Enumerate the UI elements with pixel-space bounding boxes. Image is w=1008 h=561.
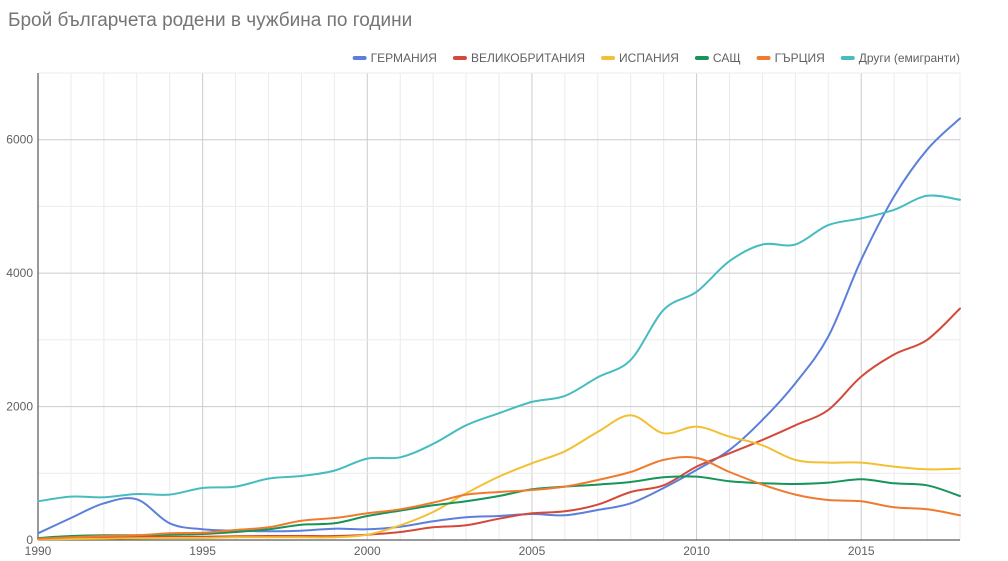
x-tick-label: 1995: [189, 544, 216, 558]
series-line-5: [37, 456, 961, 540]
legend: ГЕРМАНИЯ ВЕЛИКОБРИТАНИЯ ИСПАНИЯ САЩ ГЪРЦИЯ Др…: [352, 51, 960, 65]
y-tick-label: 0: [26, 533, 33, 547]
y-tick-label: 2000: [6, 400, 33, 414]
x-tick-label: 2005: [519, 544, 546, 558]
legend-item-2[interactable]: ВЕЛИКОБРИТАНИЯ: [452, 51, 585, 65]
legend-label: Други (емигранти): [859, 51, 960, 65]
legend-label: ГЪРЦИЯ: [775, 51, 825, 65]
legend-item-5[interactable]: ГЪРЦИЯ: [756, 51, 825, 65]
series-line-2: [37, 307, 961, 540]
x-tick-label: 2000: [354, 544, 381, 558]
legend-item-1[interactable]: ГЕРМАНИЯ: [352, 51, 437, 65]
series-line-4: [37, 475, 961, 539]
x-tick-label: 1990: [25, 544, 52, 558]
x-tick-label: 2010: [683, 544, 710, 558]
chart-title: Брой българчета родени в чужбина по годи…: [8, 10, 413, 31]
legend-item-4[interactable]: САЩ: [694, 51, 741, 65]
tick-labels: 1990 1995 2000 2005 2010 2015 0 2000 4000 6000: [6, 133, 875, 558]
axes: [37, 73, 960, 541]
legend-label: ИСПАНИЯ: [619, 51, 679, 65]
legend-item-6[interactable]: Други (емигранти): [840, 51, 960, 65]
series-line-6: [37, 194, 961, 503]
gridlines: [37, 72, 961, 541]
legend-label: САЩ: [713, 51, 741, 65]
series-line-3: [37, 414, 961, 541]
y-tick-label: 4000: [6, 266, 33, 280]
y-tick-label: 6000: [6, 133, 33, 147]
legend-label: ГЕРМАНИЯ: [371, 51, 437, 65]
x-tick-label: 2015: [848, 544, 875, 558]
series-lines: [37, 117, 961, 541]
legend-item-3[interactable]: ИСПАНИЯ: [601, 51, 679, 65]
legend-label: ВЕЛИКОБРИТАНИЯ: [471, 51, 585, 65]
series-line-1: [37, 117, 961, 535]
